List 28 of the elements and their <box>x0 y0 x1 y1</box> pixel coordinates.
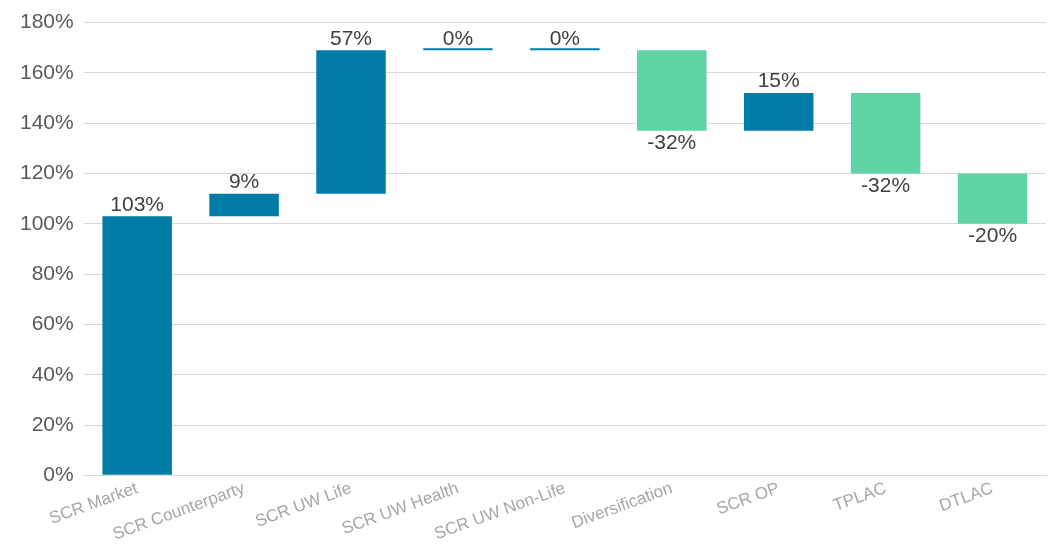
data-label: -32% <box>647 130 697 154</box>
data-label: 0% <box>442 25 474 49</box>
bar <box>102 216 172 475</box>
data-label: 0% <box>549 25 581 49</box>
y-tick-label: 40% <box>31 361 74 385</box>
data-label: -20% <box>968 223 1018 247</box>
bar <box>316 50 386 194</box>
x-tick-label: TPLAC <box>830 478 889 515</box>
data-label: 15% <box>757 68 800 92</box>
data-label: 9% <box>228 168 260 192</box>
y-tick-label: 180% <box>19 9 74 33</box>
bar <box>209 193 279 217</box>
y-tick-label: 20% <box>31 411 74 435</box>
bar <box>957 173 1028 224</box>
y-tick-label: 80% <box>31 260 74 284</box>
y-tick-label: 60% <box>31 311 74 335</box>
data-label: 57% <box>330 25 373 49</box>
y-tick-label: 140% <box>19 110 74 133</box>
y-tick-label: 160% <box>19 59 74 83</box>
y-tick-label: 100% <box>19 210 74 234</box>
bar <box>850 93 921 174</box>
x-tick-label: SCR OP <box>713 478 782 519</box>
bar <box>743 93 814 131</box>
data-label: -32% <box>861 172 911 196</box>
data-label: 103% <box>110 191 165 215</box>
y-tick-label: 0% <box>43 462 74 486</box>
y-tick-label: 120% <box>19 160 74 184</box>
bar <box>637 50 707 131</box>
